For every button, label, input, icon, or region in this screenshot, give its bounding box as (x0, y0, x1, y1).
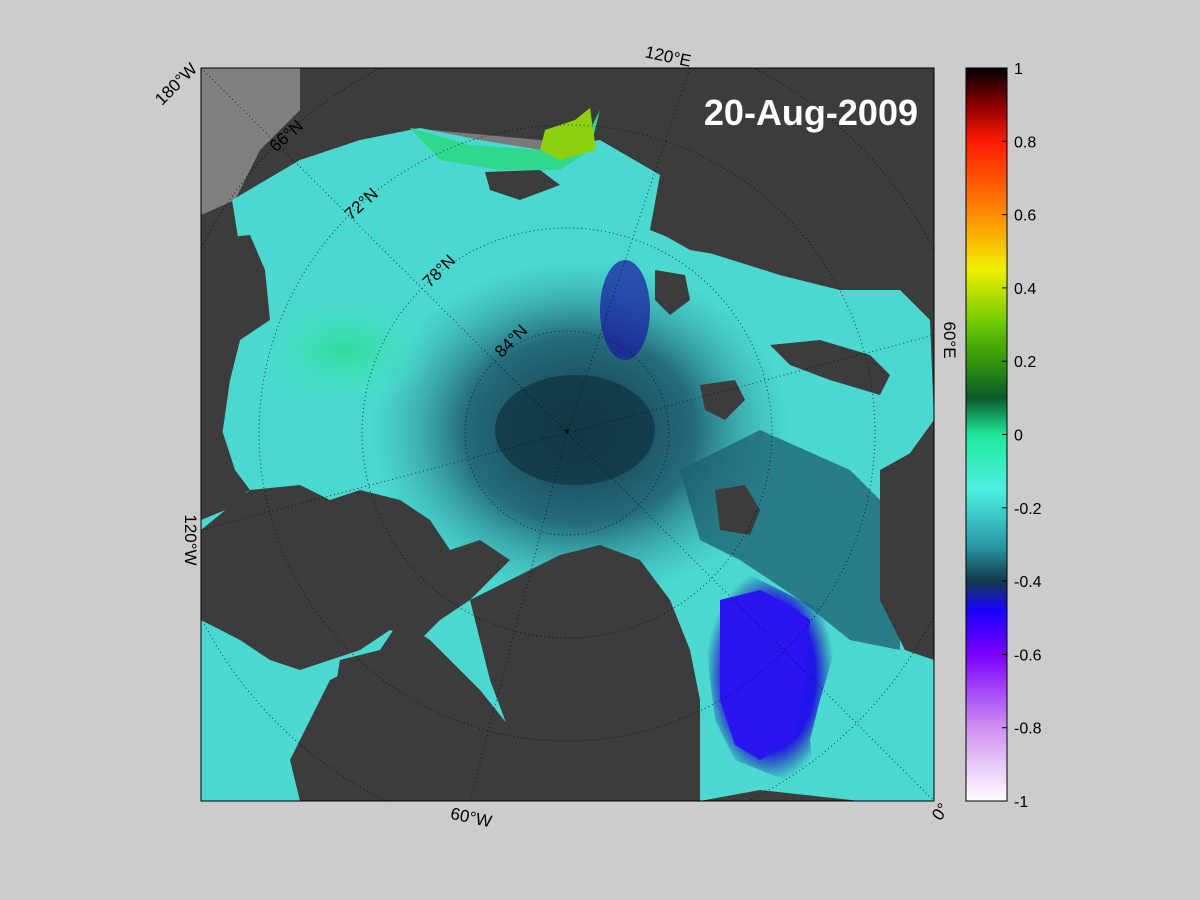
colorbar-gradient (965, 67, 1008, 802)
colorbar-tick-label: -0.6 (1014, 647, 1042, 664)
colorbar-tick-label: 0.4 (1014, 281, 1036, 298)
map-panel: * (201, 68, 934, 801)
colorbar-tick-label: 1 (1014, 61, 1023, 78)
alaska-land (201, 235, 270, 410)
colorbar-ticks: 1 0.8 0.6 0.4 0.2 0 -0.2 -0.4 -0.6 -0.8 -1 (1002, 61, 1042, 811)
colorbar-tick-label: -0.4 (1014, 574, 1042, 591)
colorbar-tick-label: 0.8 (1014, 134, 1036, 151)
colorbar-tick-label: 0.2 (1014, 354, 1036, 371)
canada-coast-land (201, 430, 250, 520)
kara-sea-dark (680, 430, 900, 650)
novaya-zemlya-land (770, 340, 890, 395)
franz-josef-land (700, 380, 745, 420)
graticule (201, 68, 934, 801)
greenland-land (470, 545, 700, 801)
colorbar-tick-label: -1 (1014, 794, 1028, 811)
lena-green (540, 108, 596, 160)
colorbar-tick-label: 0.6 (1014, 208, 1036, 225)
colorbar: 1 0.8 0.6 0.4 0.2 0 -0.2 -0.4 -0.6 -0.8 -1 (965, 61, 1042, 811)
lon-label-0: 0° (928, 800, 953, 824)
baffin-island-land (290, 660, 420, 801)
canada-archipelago-land (201, 485, 510, 670)
central-ice-core (495, 375, 655, 485)
map-border (200, 67, 935, 802)
beaufort-green-area (255, 290, 435, 410)
lon-label-60w: 60°W (449, 804, 494, 831)
north-pole-marker: * (564, 425, 570, 441)
missing-data-area (201, 68, 300, 215)
colorbar-tick-label: -0.2 (1014, 501, 1042, 518)
lon-label-60e: 60°E (940, 321, 959, 358)
lon-label-120w: 120°W (181, 514, 200, 565)
fram-strait-blue (600, 260, 650, 360)
severnaya-zemlya (655, 270, 690, 315)
lon-label-180w: 180°W (151, 59, 201, 109)
new-siberian-islands (485, 170, 560, 200)
colorbar-tick-label: -0.8 (1014, 721, 1042, 738)
colorbar-tick-label: 0 (1014, 428, 1023, 445)
lon-label-120e: 120°E (643, 42, 692, 70)
barents-sea-core (720, 590, 810, 760)
svalbard-land (715, 485, 760, 535)
eurasia-land (655, 68, 934, 290)
scandinavia-land (880, 440, 934, 660)
date-title: 20-Aug-2009 (704, 92, 918, 133)
